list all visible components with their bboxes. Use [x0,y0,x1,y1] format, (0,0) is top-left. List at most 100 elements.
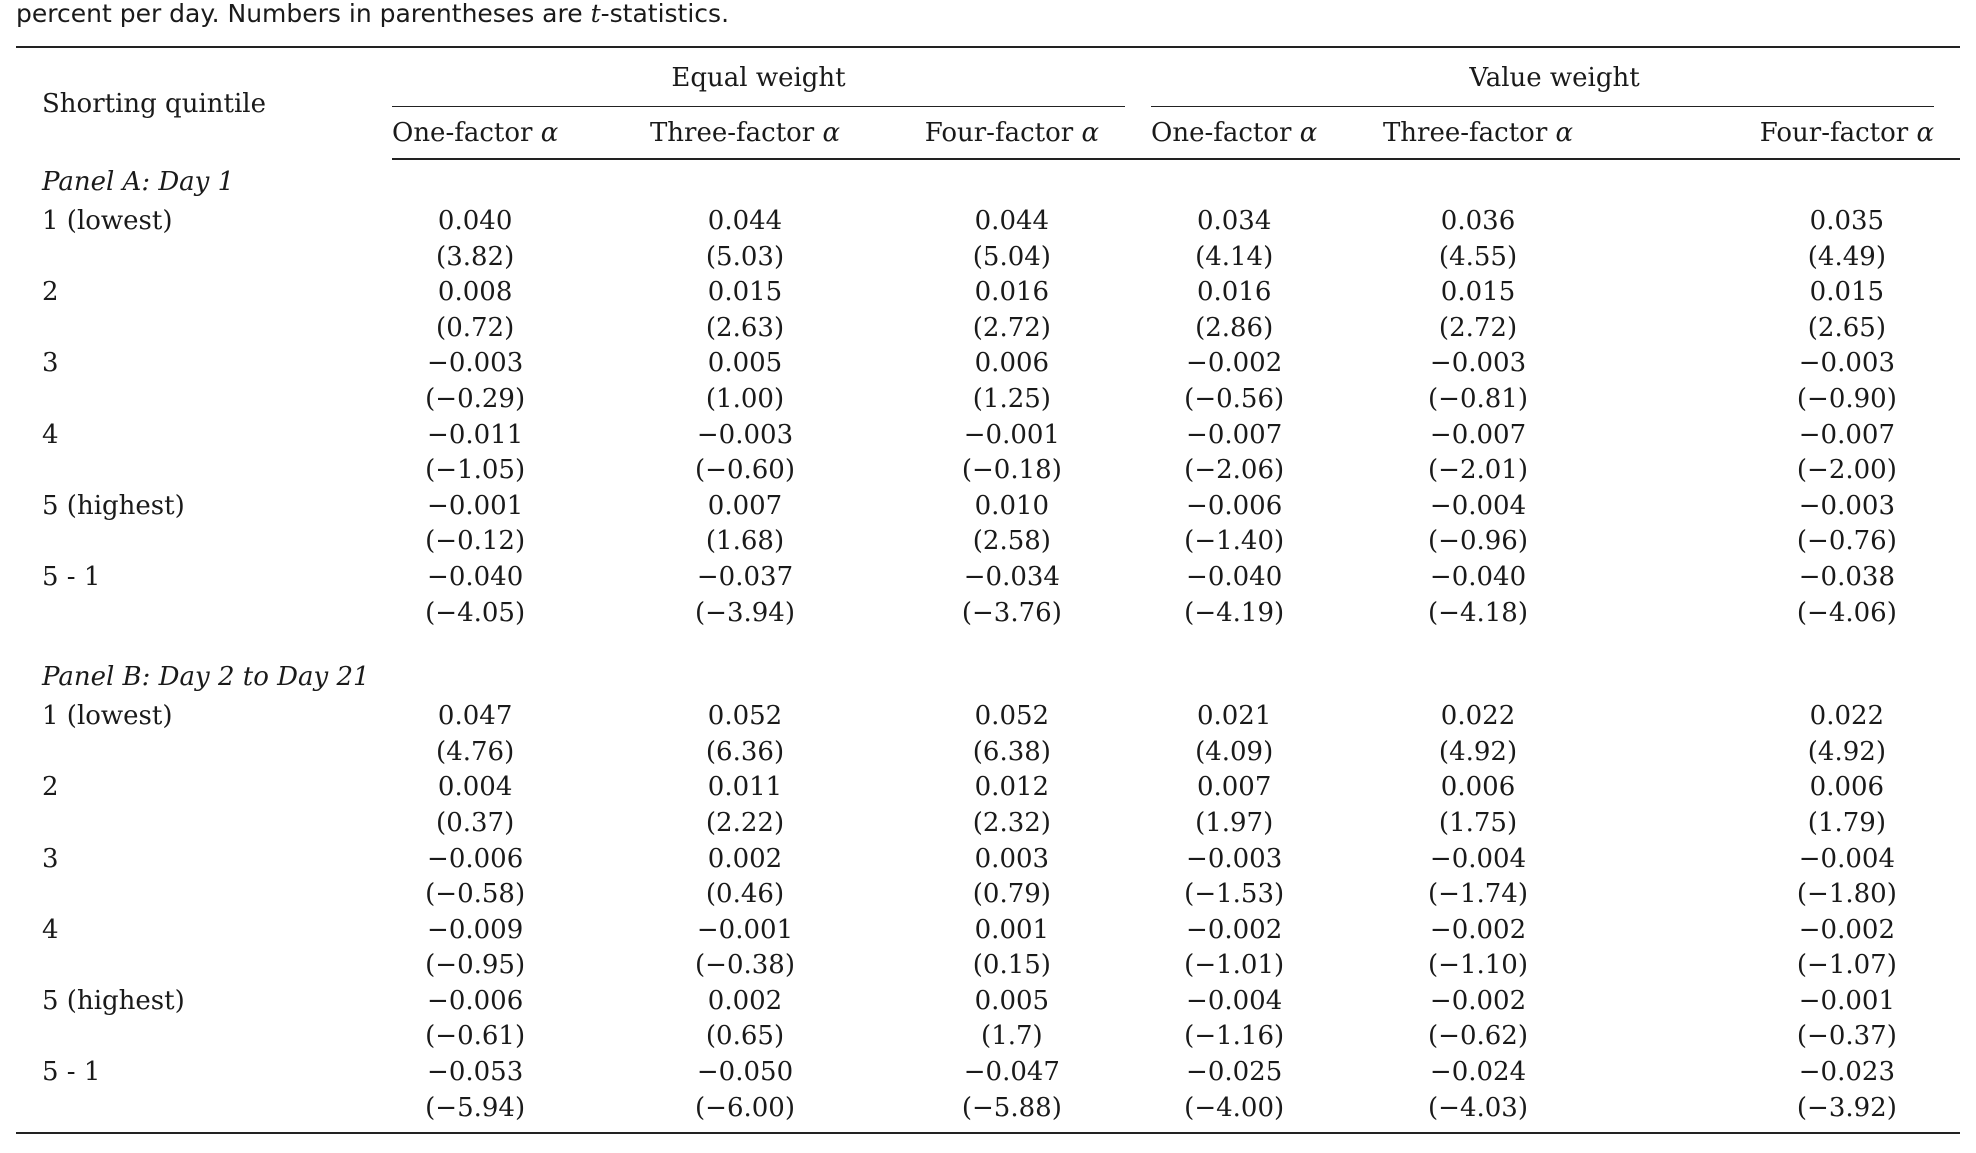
group-header-label: Value weight [1469,62,1640,93]
alpha-value: −0.024 [1429,1057,1527,1088]
row-label: 3 [42,348,59,379]
t-statistic: (−4.19) [1184,597,1285,628]
t-statistic: (−4.06) [1796,597,1897,628]
row-label-header: Shorting quintile [16,46,392,159]
alpha-value: −0.037 [696,561,794,592]
alpha-value: 0.052 [707,701,783,732]
t-statistic: (1.00) [705,383,785,414]
alpha-value: −0.047 [963,1057,1060,1088]
table-row: 5 - 1 −0.053 −0.050 −0.047 −0.025 −0.024 −0.02… [16,1055,1960,1091]
t-statistic: (−3.76) [961,597,1062,628]
t-statistic: (−6.00) [600,1090,890,1135]
t-statistic: (4.92) [1807,736,1886,767]
t-statistic: (5.04) [972,241,1051,272]
t-statistic: (−1.07) [1796,950,1897,981]
t-statistic: (0.72) [436,312,515,343]
alpha-value: 0.044 [974,206,1050,236]
t-statistic: (4.92) [1438,736,1518,767]
alpha-value: −0.053 [427,1057,524,1088]
t-statistic: (−2.06) [1184,455,1285,486]
alpha-value: −0.034 [963,561,1060,592]
table-row-tstat: (−4.05) (−3.94) (−3.76) (−4.19) (−4.18) (−4.0… [16,596,1960,632]
alpha-value: 0.052 [974,701,1050,732]
alpha-value: −0.007 [1429,419,1527,450]
table-row-tstat: (3.82) (5.03) (5.04) (4.14) (4.55) (4.49) [16,240,1960,276]
alpha-symbol: α [822,117,841,148]
t-statistic: (−0.95) [425,950,526,981]
t-statistic: (−0.18) [961,455,1062,486]
alpha-value: 0.004 [437,772,513,803]
column-header-name: Four-factor [924,117,1074,148]
column-header-name: Three-factor [1382,117,1548,148]
t-statistic: (6.38) [972,736,1051,767]
t-statistic: (−1.16) [1184,1021,1285,1052]
alpha-value: −0.004 [1186,985,1283,1016]
alpha-value: 0.016 [1196,277,1272,308]
t-statistic: (−0.38) [695,950,795,981]
alpha-value: 0.010 [974,490,1050,521]
t-statistic: (1.97) [1195,807,1274,838]
t-statistic: (0.65) [705,1021,785,1052]
row-label-empty [16,311,392,347]
alpha-value: 0.015 [1440,277,1516,308]
column-header: Four-factor α [890,107,1126,160]
alpha-value: 0.021 [1196,701,1272,732]
row-label: 5 - 1 [42,561,101,592]
t-statistic: (−0.12) [425,526,526,557]
alpha-value: 0.006 [1809,772,1885,803]
t-statistic: (2.72) [972,312,1051,343]
row-label: 5 - 1 [42,1057,101,1088]
row-label-empty [16,382,392,418]
t-statistic: (−0.76) [1796,526,1897,557]
t-statistic: (1.79) [1807,807,1886,838]
alpha-value: 0.036 [1440,206,1516,236]
t-statistic: (2.32) [972,807,1051,838]
column-header-name: Three-factor [649,117,815,148]
table-row-tstat: (−0.29) (1.00) (1.25) (−0.56) (−0.81) (−0.90) [16,382,1960,418]
column-header-name: Four-factor [1759,117,1909,148]
column-header: Four-factor α [1623,107,1961,160]
alpha-value: 0.007 [707,490,783,521]
group-rule [1151,106,1935,107]
table-row-tstat: (−1.05) (−0.60) (−0.18) (−2.06) (−2.01) (−2.0… [16,453,1960,489]
group-rule [392,106,1126,107]
t-statistic: (2.86) [1195,312,1274,343]
alpha-value: −0.023 [1798,1057,1895,1088]
t-statistic: (−0.37) [1796,1021,1897,1052]
t-statistic: (−0.29) [425,383,526,414]
alpha-value: −0.040 [1429,561,1527,592]
alpha-value: −0.003 [1798,348,1895,379]
t-statistic: (−0.56) [1184,383,1285,414]
alpha-value: 0.005 [974,985,1050,1016]
alpha-value: −0.002 [1429,914,1527,945]
t-statistic: (−1.53) [1184,879,1285,910]
alpha-value: 0.044 [707,206,783,236]
t-statistic: (−2.00) [1796,455,1897,486]
t-statistic: (4.49) [1807,241,1886,272]
alpha-value: 0.006 [1440,772,1516,803]
alpha-value: 0.015 [1809,277,1885,308]
alpha-value: −0.002 [1798,914,1895,945]
alpha-value: −0.006 [427,843,524,874]
t-statistic: (−0.61) [425,1021,526,1052]
t-statistic: (−0.96) [1428,526,1528,557]
t-statistic: (0.46) [705,879,785,910]
table-row: 3 −0.003 0.005 0.006 −0.002 −0.003 −0.003 [16,346,1960,382]
t-statistic: (4.09) [1195,736,1274,767]
row-label-empty [16,524,392,560]
row-label: 1 (lowest) [42,206,173,236]
t-statistic: (−1.05) [425,455,526,486]
alpha-value: 0.047 [437,701,513,732]
table-caption: percent per day. Numbers in parentheses … [16,0,729,30]
alpha-symbol: α [1299,117,1318,148]
group-header-equal-weight: Equal weight [392,46,1126,107]
alpha-value: −0.004 [1429,843,1527,874]
table-row-tstat: (0.72) (2.63) (2.72) (2.86) (2.72) (2.65) [16,311,1960,347]
alpha-value: 0.015 [707,277,783,308]
column-header: Three-factor α [1333,107,1624,160]
t-statistic: (4.55) [1438,241,1518,272]
t-statistic: (0.79) [972,879,1051,910]
caption-text-after: -statistics. [600,0,730,28]
alpha-value: 0.002 [707,843,783,874]
alpha-value: 0.008 [437,277,513,308]
